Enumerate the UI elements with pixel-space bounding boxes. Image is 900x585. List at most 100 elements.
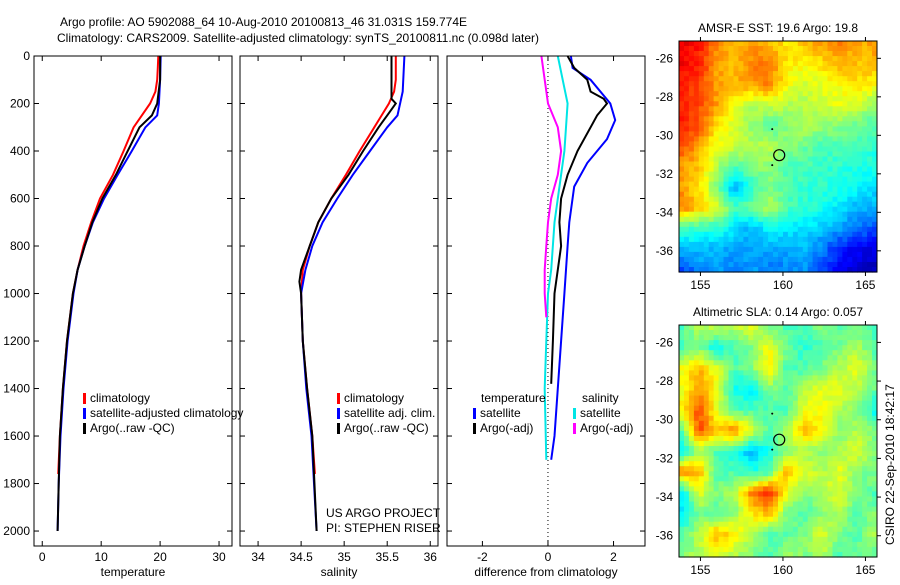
map-cell bbox=[802, 146, 809, 153]
map-cell bbox=[787, 51, 794, 57]
map-cell bbox=[783, 340, 789, 346]
map-cell bbox=[783, 66, 789, 72]
map-cell bbox=[778, 481, 784, 487]
map-cell bbox=[822, 236, 828, 243]
map-cell bbox=[802, 486, 809, 492]
map-cell bbox=[867, 365, 873, 371]
map-cell bbox=[743, 156, 749, 163]
map-cell bbox=[852, 355, 858, 361]
map-cell bbox=[713, 267, 720, 273]
map-cell bbox=[807, 521, 814, 528]
map-cell bbox=[832, 191, 838, 198]
map-cell bbox=[792, 541, 799, 548]
map-cell bbox=[832, 211, 838, 218]
map-cell bbox=[847, 216, 853, 223]
map-cell bbox=[867, 171, 873, 178]
map-cell bbox=[758, 461, 764, 467]
map-cell bbox=[713, 136, 720, 142]
map-cell bbox=[783, 151, 789, 158]
map-cell bbox=[679, 441, 685, 447]
map-cell bbox=[688, 211, 695, 218]
map-cell bbox=[812, 446, 819, 452]
y-tick-label: -30 bbox=[656, 413, 674, 427]
map-cell bbox=[723, 236, 729, 243]
map-cell bbox=[718, 501, 725, 508]
map-cell bbox=[807, 176, 814, 183]
map-cell bbox=[847, 385, 853, 392]
map-cell bbox=[698, 471, 705, 477]
map-cell bbox=[684, 161, 690, 168]
map-cell bbox=[832, 415, 838, 422]
map-cell bbox=[807, 516, 814, 523]
map-cell bbox=[768, 430, 774, 437]
argo-position-marker bbox=[773, 149, 786, 162]
map-cell bbox=[748, 46, 754, 52]
map-cell bbox=[832, 456, 838, 462]
map-cell bbox=[693, 206, 700, 213]
map-cell bbox=[787, 456, 794, 462]
map-cell bbox=[743, 41, 749, 47]
map-cell bbox=[852, 81, 858, 87]
map-cell bbox=[753, 116, 759, 122]
map-cell bbox=[708, 436, 715, 442]
map-cell bbox=[842, 267, 848, 273]
map-cell bbox=[847, 86, 853, 92]
map-cell bbox=[738, 536, 744, 543]
map-cell bbox=[743, 231, 749, 238]
map-cell bbox=[783, 101, 789, 107]
map-cell bbox=[852, 441, 858, 447]
map-cell bbox=[797, 56, 804, 62]
map-cell bbox=[758, 511, 764, 518]
map-cell bbox=[688, 375, 695, 381]
map-cell bbox=[688, 221, 695, 228]
map-cell bbox=[797, 226, 804, 233]
map-cell bbox=[862, 141, 868, 147]
map-cell bbox=[684, 166, 690, 173]
map-cell bbox=[688, 405, 695, 412]
map-cell bbox=[862, 61, 868, 67]
map-cell bbox=[728, 262, 734, 268]
map-cell bbox=[822, 506, 828, 513]
map-cell bbox=[862, 481, 868, 487]
map-cell bbox=[693, 126, 700, 132]
map-cell bbox=[718, 46, 725, 52]
map-cell bbox=[817, 91, 824, 97]
map-cell bbox=[733, 430, 739, 437]
map-cell bbox=[792, 221, 799, 228]
map-cell bbox=[768, 511, 774, 518]
map-cell bbox=[688, 456, 695, 462]
map-cell bbox=[802, 226, 809, 233]
map-cell bbox=[718, 136, 725, 142]
map-cell bbox=[728, 171, 734, 178]
map-cell bbox=[733, 121, 739, 127]
map-cell bbox=[743, 71, 749, 77]
map-cell bbox=[708, 325, 715, 331]
map-cell bbox=[738, 481, 744, 487]
map-cell bbox=[743, 221, 749, 228]
map-cell bbox=[817, 226, 824, 233]
map-cell bbox=[748, 546, 754, 553]
map-cell bbox=[753, 521, 759, 528]
map-cell bbox=[837, 446, 843, 452]
map-cell bbox=[768, 491, 774, 497]
map-cell bbox=[693, 390, 700, 397]
map-cell bbox=[872, 136, 878, 142]
map-cell bbox=[718, 531, 725, 538]
map-cell bbox=[797, 516, 804, 523]
map-cell bbox=[812, 191, 819, 198]
map-cell bbox=[753, 41, 759, 47]
map-cell bbox=[862, 111, 868, 117]
map-cell bbox=[797, 536, 804, 543]
map-cell bbox=[738, 531, 744, 538]
map-cell bbox=[783, 405, 789, 412]
map-cell bbox=[778, 415, 784, 422]
map-cell bbox=[792, 267, 799, 273]
map-cell bbox=[842, 415, 848, 422]
map-cell bbox=[679, 340, 685, 346]
map-cell bbox=[807, 476, 814, 482]
map-cell bbox=[857, 446, 863, 452]
map-cell bbox=[738, 390, 744, 397]
map-cell bbox=[857, 86, 863, 92]
map-cell bbox=[852, 267, 858, 273]
map-cell bbox=[802, 251, 809, 258]
